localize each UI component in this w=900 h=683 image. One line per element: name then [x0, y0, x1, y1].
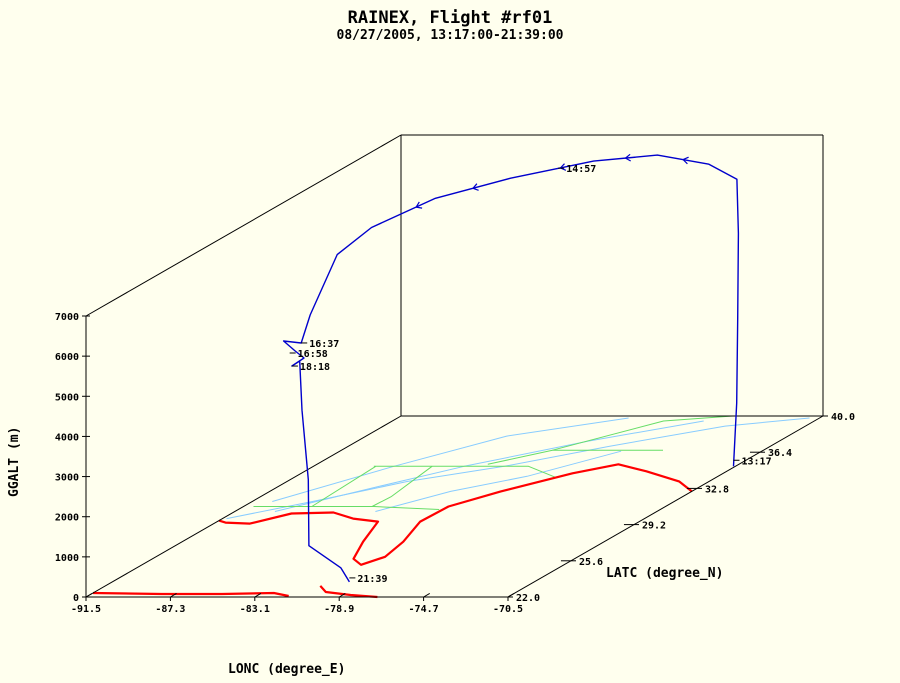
x-tick-inner	[338, 593, 346, 598]
z-tick-label: 4000	[55, 432, 79, 443]
state-border	[311, 465, 377, 507]
x-tick-label: -83.1	[240, 604, 270, 615]
river-line	[375, 450, 622, 512]
state-border	[371, 465, 433, 507]
time-label: 14:57	[566, 164, 596, 175]
z-tick-label: 7000	[55, 312, 79, 323]
floor-back-edge	[85, 415, 402, 598]
x-tick-label: -91.5	[71, 604, 101, 615]
x-tick-label: -78.9	[324, 604, 354, 615]
state-border	[373, 465, 556, 478]
z-tick-label: 2000	[55, 513, 79, 524]
track-arrow	[682, 156, 689, 165]
time-label: 13:17	[741, 456, 771, 467]
track-line	[282, 154, 740, 583]
x-tick-inner	[85, 593, 93, 598]
track-arrow	[472, 183, 479, 191]
track-arrow	[415, 201, 423, 209]
time-label: 18:18	[300, 362, 330, 373]
y-tick-label: 25.6	[579, 557, 603, 568]
chart-title: RAINEX, Flight #rf01	[347, 8, 553, 28]
y-tick-label: 40.0	[831, 412, 855, 423]
z-tick-label: 5000	[55, 392, 79, 403]
time-label: 21:39	[357, 574, 387, 585]
z-tick-label: 1000	[55, 553, 79, 564]
y-axis-label: LATC (degree_N)	[606, 566, 723, 581]
axis-ticks: -91.5 -87.3 -83.1 -78.9 -74.7 -70.522.0 25.6 29…	[55, 312, 855, 615]
chart-subtitle: 08/27/2005, 13:17:00-21:39:00	[336, 28, 564, 43]
time-label: 16:58	[298, 349, 328, 360]
y-tick-label: 22.0	[516, 593, 540, 604]
state-border	[253, 506, 440, 510]
y-tick-label: 32.8	[705, 484, 729, 495]
z-tick-label: 6000	[55, 352, 79, 363]
x-tick-inner	[423, 593, 430, 598]
top-left-edge	[85, 134, 402, 317]
river-line	[272, 417, 629, 502]
state-border	[552, 415, 733, 451]
x-axis-label: LONC (degree_E)	[228, 662, 345, 677]
basemap	[92, 415, 810, 599]
y-tick-label: 29.2	[642, 521, 666, 532]
x-tick-label: -70.5	[493, 604, 523, 615]
time-label: 16:37	[309, 339, 339, 350]
y-axis-line	[507, 415, 824, 598]
coastline	[92, 591, 289, 598]
axes-box	[85, 134, 824, 598]
coastline	[218, 463, 693, 566]
river-line	[226, 417, 810, 520]
z-tick-label: 3000	[55, 473, 79, 484]
z-axis-label: GGALT (m)	[7, 427, 22, 497]
x-tick-label: -87.3	[155, 604, 185, 615]
coastline	[319, 585, 378, 599]
x-tick-label: -74.7	[409, 604, 439, 615]
y-tick-label: 36.4	[768, 448, 792, 459]
x-tick-inner	[254, 593, 262, 598]
z-tick-label: 0	[73, 593, 79, 604]
x-tick-inner	[170, 593, 177, 598]
track-arrow	[624, 153, 631, 162]
x-tick-inner	[507, 593, 515, 598]
